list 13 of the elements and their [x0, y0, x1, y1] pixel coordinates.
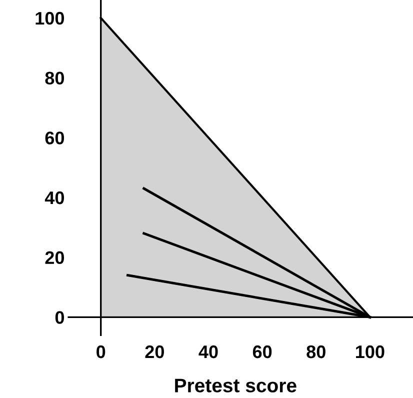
- x-axis-title: Pretest score: [175, 378, 296, 392]
- x-tick-label: 20: [145, 345, 164, 358]
- x-tick-label: 100: [356, 345, 384, 358]
- x-tick-label: 40: [198, 345, 218, 358]
- x-tick-label: 80: [306, 345, 326, 358]
- y-tick-label: 20: [45, 251, 64, 264]
- y-tick-label: 40: [44, 191, 64, 204]
- x-tick-label: 60: [252, 345, 272, 358]
- y-tick-label: 60: [45, 132, 64, 144]
- y-tick-label: 100: [36, 12, 64, 25]
- y-tick-label: 80: [45, 72, 64, 85]
- y-tick-label: 0: [55, 311, 64, 324]
- x-tick-label: 0: [96, 345, 106, 358]
